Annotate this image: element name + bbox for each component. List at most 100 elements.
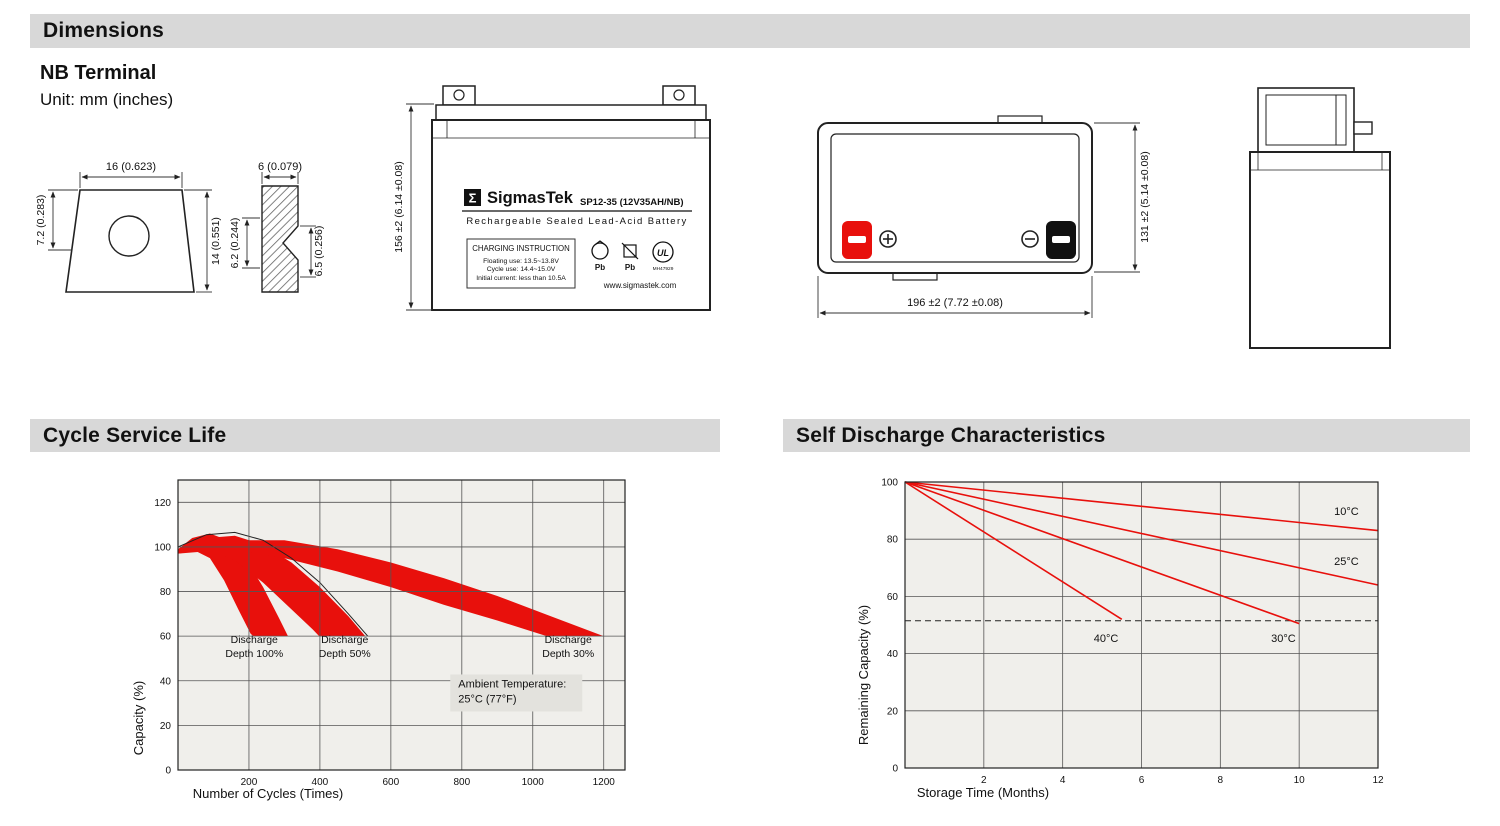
minus-terminal-icon [1021,230,1039,248]
self-discharge-section-title: Self Discharge Characteristics [796,423,1106,447]
annotation-box [450,674,583,712]
dim-terminal-total-height: 14 (0.551) [210,217,222,265]
y-tick-label: 80 [887,535,899,546]
battery-front-view: Σ SigmasTek SP12-35 (12V35AH/NB) Recharg… [393,85,711,311]
y-tick-label: 20 [160,721,172,732]
dimensions-section-header: Dimensions [30,14,1470,48]
model-number: SP12-35 (12V35AH/NB) [580,197,684,208]
ul-mark-icon: UL [652,241,674,263]
x-axis-label: Storage Time (Months) [917,785,1049,800]
series-label: 25°C [1334,556,1359,568]
band-label: Depth 100% [225,648,283,660]
dim-section-depth: 6.2 (0.244) [229,218,241,269]
x-tick-label: 4 [1060,775,1066,786]
y-tick-label: 100 [154,542,171,553]
charging-instruction-title: CHARGING INSTRUCTION [472,244,569,253]
charging-initial-line: Initial current: less than 10.5A [476,275,566,282]
chart-ticks: 200 400 600 800 1000 1200 0 20 40 60 80 100 120 [154,498,615,788]
self-discharge-chart: 2 4 6 8 10 12 0 20 40 60 80 100 10°C 25°C 30°C 40°C Stor… [856,478,1384,801]
dim-battery-height: 156 ±2 (6.14 ±0.08) [393,161,405,253]
terminal-front-view: 16 (0.623) 7.2 (0.283) 14 (0.551) [35,161,222,293]
discharge-band [178,535,366,637]
x-tick-label: 1200 [593,777,616,788]
y-tick-label: 120 [154,498,171,509]
annotation-text: Ambient Temperature: [458,678,566,690]
y-tick-label: 40 [887,649,899,660]
x-axis-label: Number of Cycles (Times) [193,786,343,801]
dim-terminal-width: 16 (0.623) [106,161,156,173]
ul-mark-text: UL [657,248,669,258]
y-tick-label: 100 [881,478,898,489]
cycle-section-title: Cycle Service Life [43,423,227,447]
no-trash-pb-icon [621,242,639,260]
y-tick-label: 0 [165,766,171,777]
dim-battery-width: 131 ±2 (5.14 ±0.08) [1139,151,1151,243]
x-tick-label: 1000 [522,777,545,788]
pb-left-label: Pb [595,263,605,272]
x-tick-label: 600 [383,777,400,788]
unit-label: Unit: mm (inches) [40,90,174,109]
ul-code-label: MH47929 [653,266,674,272]
dimensions-title: Dimensions [43,19,165,42]
x-tick-label: 200 [241,777,258,788]
chart-grid [178,480,625,770]
band-label: Discharge [231,634,278,646]
chart-ticks: 2 4 6 8 10 12 0 20 40 60 80 100 [881,478,1384,787]
y-tick-label: 60 [160,632,172,643]
dim-section-height: 6.5 (0.256) [313,226,325,277]
envelope-curve [177,531,369,637]
battery-side-view [1249,87,1391,349]
x-tick-label: 12 [1372,775,1384,786]
pb-right-label: Pb [625,263,635,272]
chart-series: 10°C 25°C 30°C 40°C [904,481,1379,645]
series-label: 30°C [1271,633,1296,645]
charging-cycle-line: Cycle use: 14.4~15.0V [487,266,556,273]
band-label: Depth 50% [319,648,371,660]
x-tick-label: 6 [1139,775,1145,786]
cycle-service-life-chart: 200 400 600 800 1000 1200 0 20 40 60 80 100 120 Disch… [131,479,626,801]
plus-terminal-icon [879,230,897,248]
dim-section-width: 6 (0.079) [258,161,302,173]
charging-floating-line: Floating use: 13.5~13.8V [483,258,559,265]
x-tick-label: 8 [1218,775,1224,786]
plot-frame [177,479,626,771]
dim-terminal-upper-height: 7.2 (0.283) [35,195,47,246]
chart-labels: Discharge Depth 100% Discharge Depth 50% Dis… [225,634,594,712]
series-label: 40°C [1094,633,1119,645]
series-line [904,481,1123,620]
cycle-section-header: Cycle Service Life [30,419,720,452]
chart-bands [177,531,604,637]
terminal-section-view: 6 (0.079) 6.2 (0.244) 6.5 (0.256) [229,161,325,293]
recycle-pb-icon [591,240,609,260]
series-label: 10°C [1334,506,1359,518]
annotation-text: 25°C (77°F) [458,693,516,705]
x-tick-label: 400 [312,777,329,788]
x-tick-label: 800 [453,777,470,788]
band-label: Discharge [545,634,592,646]
y-tick-label: 80 [160,587,172,598]
sigma-logo-glyph: Σ [469,191,477,206]
y-tick-label: 20 [887,706,899,717]
band-label: Depth 30% [542,648,594,660]
series-line [904,481,1300,625]
y-axis-label: Capacity (%) [131,681,146,755]
battery-top-view: 196 ±2 (7.72 ±0.08) 131 ±2 (5.14 ±0.08) [817,115,1151,318]
chart-grid [905,482,1379,768]
discharge-band [178,533,288,637]
dim-battery-length: 196 ±2 (7.72 ±0.08) [907,297,1003,309]
y-axis-label: Remaining Capacity (%) [856,605,871,745]
nb-terminal-title: NB Terminal [40,62,157,84]
x-tick-label: 2 [981,775,987,786]
series-line [904,481,1379,586]
series-line [904,481,1379,532]
brand-name: SigmasTek [487,189,574,207]
sigma-logo-icon [464,189,481,206]
dimension-drawings: 16 (0.623) 7.2 (0.283) 14 (0.551) 6 (0.0… [35,85,1391,349]
chart-axis-labels: Storage Time (Months) Remaining Capacity … [856,605,1049,800]
y-tick-label: 0 [892,764,898,775]
chart-axis-labels: Number of Cycles (Times) Capacity (%) [131,681,343,801]
self-discharge-section-header: Self Discharge Characteristics [783,419,1470,452]
website-label: www.sigmastek.com [603,281,677,290]
plot-frame [904,481,1379,769]
